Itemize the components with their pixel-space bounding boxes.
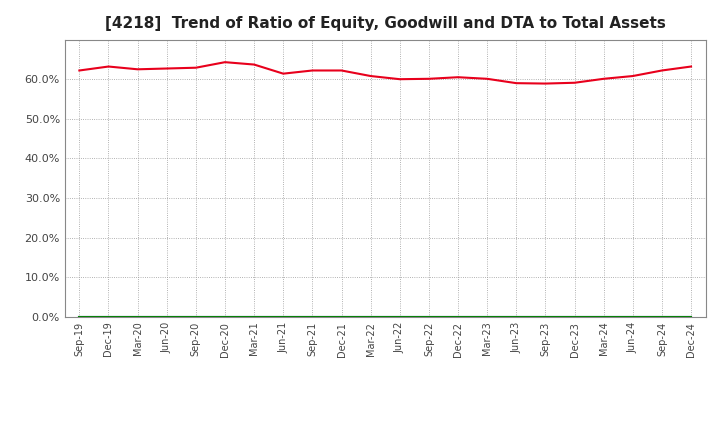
Goodwill: [279, 314, 287, 319]
Deferred Tax Assets: [512, 314, 521, 319]
Equity: [279, 71, 287, 76]
Deferred Tax Assets: [75, 314, 84, 319]
Goodwill: [570, 314, 579, 319]
Equity: [687, 64, 696, 69]
Equity: [220, 59, 229, 65]
Equity: [512, 81, 521, 86]
Equity: [250, 62, 258, 67]
Goodwill: [541, 314, 550, 319]
Deferred Tax Assets: [192, 314, 200, 319]
Goodwill: [657, 314, 666, 319]
Equity: [454, 74, 462, 80]
Deferred Tax Assets: [395, 314, 404, 319]
Goodwill: [483, 314, 492, 319]
Deferred Tax Assets: [657, 314, 666, 319]
Goodwill: [337, 314, 346, 319]
Deferred Tax Assets: [308, 314, 317, 319]
Line: Equity: Equity: [79, 62, 691, 84]
Deferred Tax Assets: [220, 314, 229, 319]
Deferred Tax Assets: [541, 314, 550, 319]
Goodwill: [250, 314, 258, 319]
Equity: [308, 68, 317, 73]
Equity: [657, 68, 666, 73]
Deferred Tax Assets: [163, 314, 171, 319]
Equity: [395, 77, 404, 82]
Deferred Tax Assets: [629, 314, 637, 319]
Deferred Tax Assets: [599, 314, 608, 319]
Deferred Tax Assets: [279, 314, 287, 319]
Goodwill: [395, 314, 404, 319]
Goodwill: [629, 314, 637, 319]
Goodwill: [454, 314, 462, 319]
Deferred Tax Assets: [133, 314, 142, 319]
Equity: [163, 66, 171, 71]
Deferred Tax Assets: [366, 314, 375, 319]
Deferred Tax Assets: [570, 314, 579, 319]
Title: [4218]  Trend of Ratio of Equity, Goodwill and DTA to Total Assets: [4218] Trend of Ratio of Equity, Goodwil…: [105, 16, 665, 32]
Equity: [337, 68, 346, 73]
Goodwill: [133, 314, 142, 319]
Goodwill: [220, 314, 229, 319]
Deferred Tax Assets: [250, 314, 258, 319]
Goodwill: [308, 314, 317, 319]
Equity: [366, 73, 375, 79]
Goodwill: [687, 314, 696, 319]
Deferred Tax Assets: [425, 314, 433, 319]
Goodwill: [512, 314, 521, 319]
Deferred Tax Assets: [483, 314, 492, 319]
Goodwill: [366, 314, 375, 319]
Equity: [570, 80, 579, 85]
Equity: [133, 66, 142, 72]
Deferred Tax Assets: [454, 314, 462, 319]
Equity: [483, 76, 492, 81]
Goodwill: [192, 314, 200, 319]
Equity: [104, 64, 113, 69]
Equity: [75, 68, 84, 73]
Equity: [425, 76, 433, 81]
Deferred Tax Assets: [687, 314, 696, 319]
Equity: [629, 73, 637, 79]
Equity: [192, 65, 200, 70]
Goodwill: [163, 314, 171, 319]
Equity: [541, 81, 550, 86]
Goodwill: [599, 314, 608, 319]
Goodwill: [425, 314, 433, 319]
Deferred Tax Assets: [104, 314, 113, 319]
Equity: [599, 76, 608, 81]
Goodwill: [75, 314, 84, 319]
Goodwill: [104, 314, 113, 319]
Deferred Tax Assets: [337, 314, 346, 319]
